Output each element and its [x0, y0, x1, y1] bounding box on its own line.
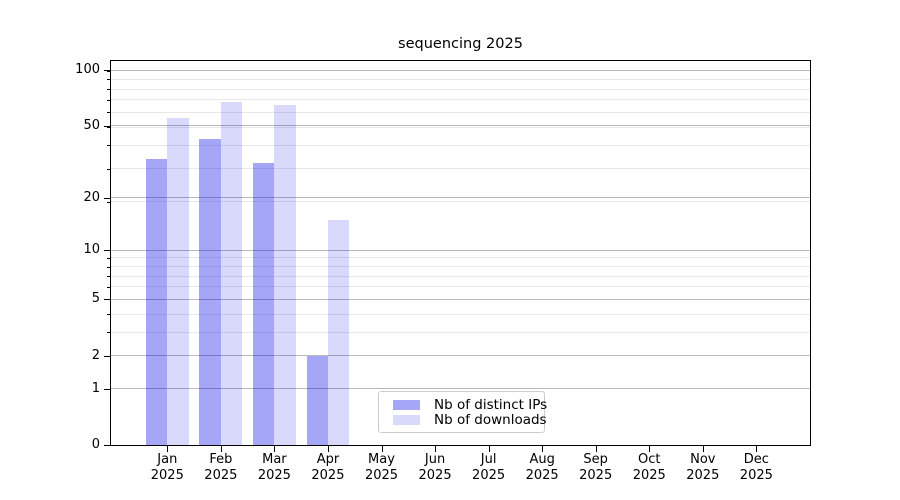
bar-apr-ips: [306, 355, 328, 445]
bar-mar-ips: [253, 163, 275, 445]
y-minor-tick: [107, 314, 111, 316]
x-tick-label: Jan 2025: [150, 452, 184, 483]
bar-mar-downloads: [274, 104, 296, 445]
x-tick-label: May 2025: [364, 452, 399, 483]
x-tick-label: Apr 2025: [311, 452, 345, 483]
legend-swatch: [393, 399, 420, 410]
gridline-major: [111, 197, 810, 199]
legend-label: Nb of downloads: [434, 411, 547, 428]
y-tick: [104, 355, 111, 357]
chart-title: sequencing 2025: [398, 36, 523, 52]
y-minor-tick: [107, 201, 111, 203]
y-minor-tick: [107, 257, 111, 259]
x-tick-label: Oct 2025: [632, 452, 666, 483]
y-tick-label: 1: [91, 380, 100, 396]
y-minor-tick: [107, 112, 111, 114]
x-tick: [220, 446, 222, 452]
x-tick: [702, 446, 704, 452]
y-tick: [104, 388, 111, 390]
plot-area: [110, 60, 811, 446]
x-tick: [595, 446, 597, 452]
x-tick-label: Sep 2025: [579, 452, 613, 483]
x-tick: [488, 446, 490, 452]
x-tick-label: Feb 2025: [204, 452, 238, 483]
gridline-minor: [111, 78, 810, 80]
y-tick: [104, 70, 111, 72]
gridline-major: [111, 125, 810, 127]
gridline-minor: [111, 313, 810, 315]
y-minor-tick: [107, 79, 111, 81]
x-tick: [274, 446, 276, 452]
y-minor-tick: [107, 266, 111, 268]
gridline-minor: [111, 168, 810, 170]
y-minor-tick: [107, 286, 111, 288]
y-tick: [104, 250, 111, 252]
y-minor-tick: [107, 127, 111, 129]
x-tick: [756, 446, 758, 452]
legend-swatch: [393, 414, 420, 425]
y-tick: [104, 445, 111, 446]
bar-jan-downloads: [167, 118, 189, 445]
y-minor-tick: [107, 332, 111, 334]
gridline-minor: [111, 111, 810, 113]
gridline-minor: [111, 144, 810, 146]
x-tick: [542, 446, 544, 452]
x-tick: [435, 446, 437, 452]
y-minor-tick: [107, 168, 111, 170]
y-tick: [104, 125, 111, 127]
gridline-major: [111, 355, 810, 357]
y-tick-label: 5: [91, 291, 100, 307]
y-tick-label: 100: [75, 62, 100, 78]
x-tick: [381, 446, 383, 452]
legend-entry: Nb of distinct IPs: [387, 397, 547, 413]
gridline-minor: [111, 99, 810, 101]
y-minor-tick: [107, 145, 111, 147]
x-tick: [167, 446, 169, 452]
y-minor-tick: [107, 89, 111, 91]
gridline-minor: [111, 70, 810, 72]
x-tick: [327, 446, 329, 452]
legend-entry: Nb of downloads: [387, 412, 547, 428]
gridline-minor: [111, 201, 810, 203]
legend: Nb of distinct IPs Nb of downloads: [378, 391, 547, 433]
y-minor-tick: [107, 70, 111, 72]
gridline-minor: [111, 126, 810, 128]
x-tick: [649, 446, 651, 452]
bar-feb-downloads: [220, 102, 243, 445]
y-tick-label: 2: [91, 347, 100, 363]
gridline-minor: [111, 331, 810, 333]
gridline-major: [111, 388, 810, 390]
y-tick-label: 50: [83, 117, 100, 133]
bar-apr-downloads: [327, 219, 350, 445]
x-tick-label: Jul 2025: [472, 452, 506, 483]
gridline-minor: [111, 88, 810, 90]
gridline-minor: [111, 286, 810, 288]
y-tick-label: 0: [91, 437, 100, 452]
y-minor-tick: [107, 99, 111, 101]
y-tick: [104, 197, 111, 199]
x-tick-label: Aug 2025: [525, 452, 559, 483]
y-tick-label: 10: [83, 242, 100, 258]
x-tick-label: Mar 2025: [257, 452, 291, 483]
gridline-minor: [111, 257, 810, 259]
x-tick-label: Jun 2025: [418, 452, 452, 483]
legend-label: Nb of distinct IPs: [434, 396, 548, 413]
bar-feb-ips: [199, 139, 221, 445]
gridline-major: [111, 249, 810, 251]
y-tick: [104, 299, 111, 301]
gridline-major: [111, 69, 810, 71]
x-tick-label: Nov 2025: [686, 452, 720, 483]
bar-jan-ips: [145, 158, 168, 445]
gridline-minor: [111, 275, 810, 277]
gridline-major: [111, 298, 810, 300]
x-tick-label: Dec 2025: [739, 452, 773, 483]
y-tick-label: 20: [83, 189, 100, 205]
y-minor-tick: [107, 276, 111, 278]
gridline-minor: [111, 266, 810, 268]
